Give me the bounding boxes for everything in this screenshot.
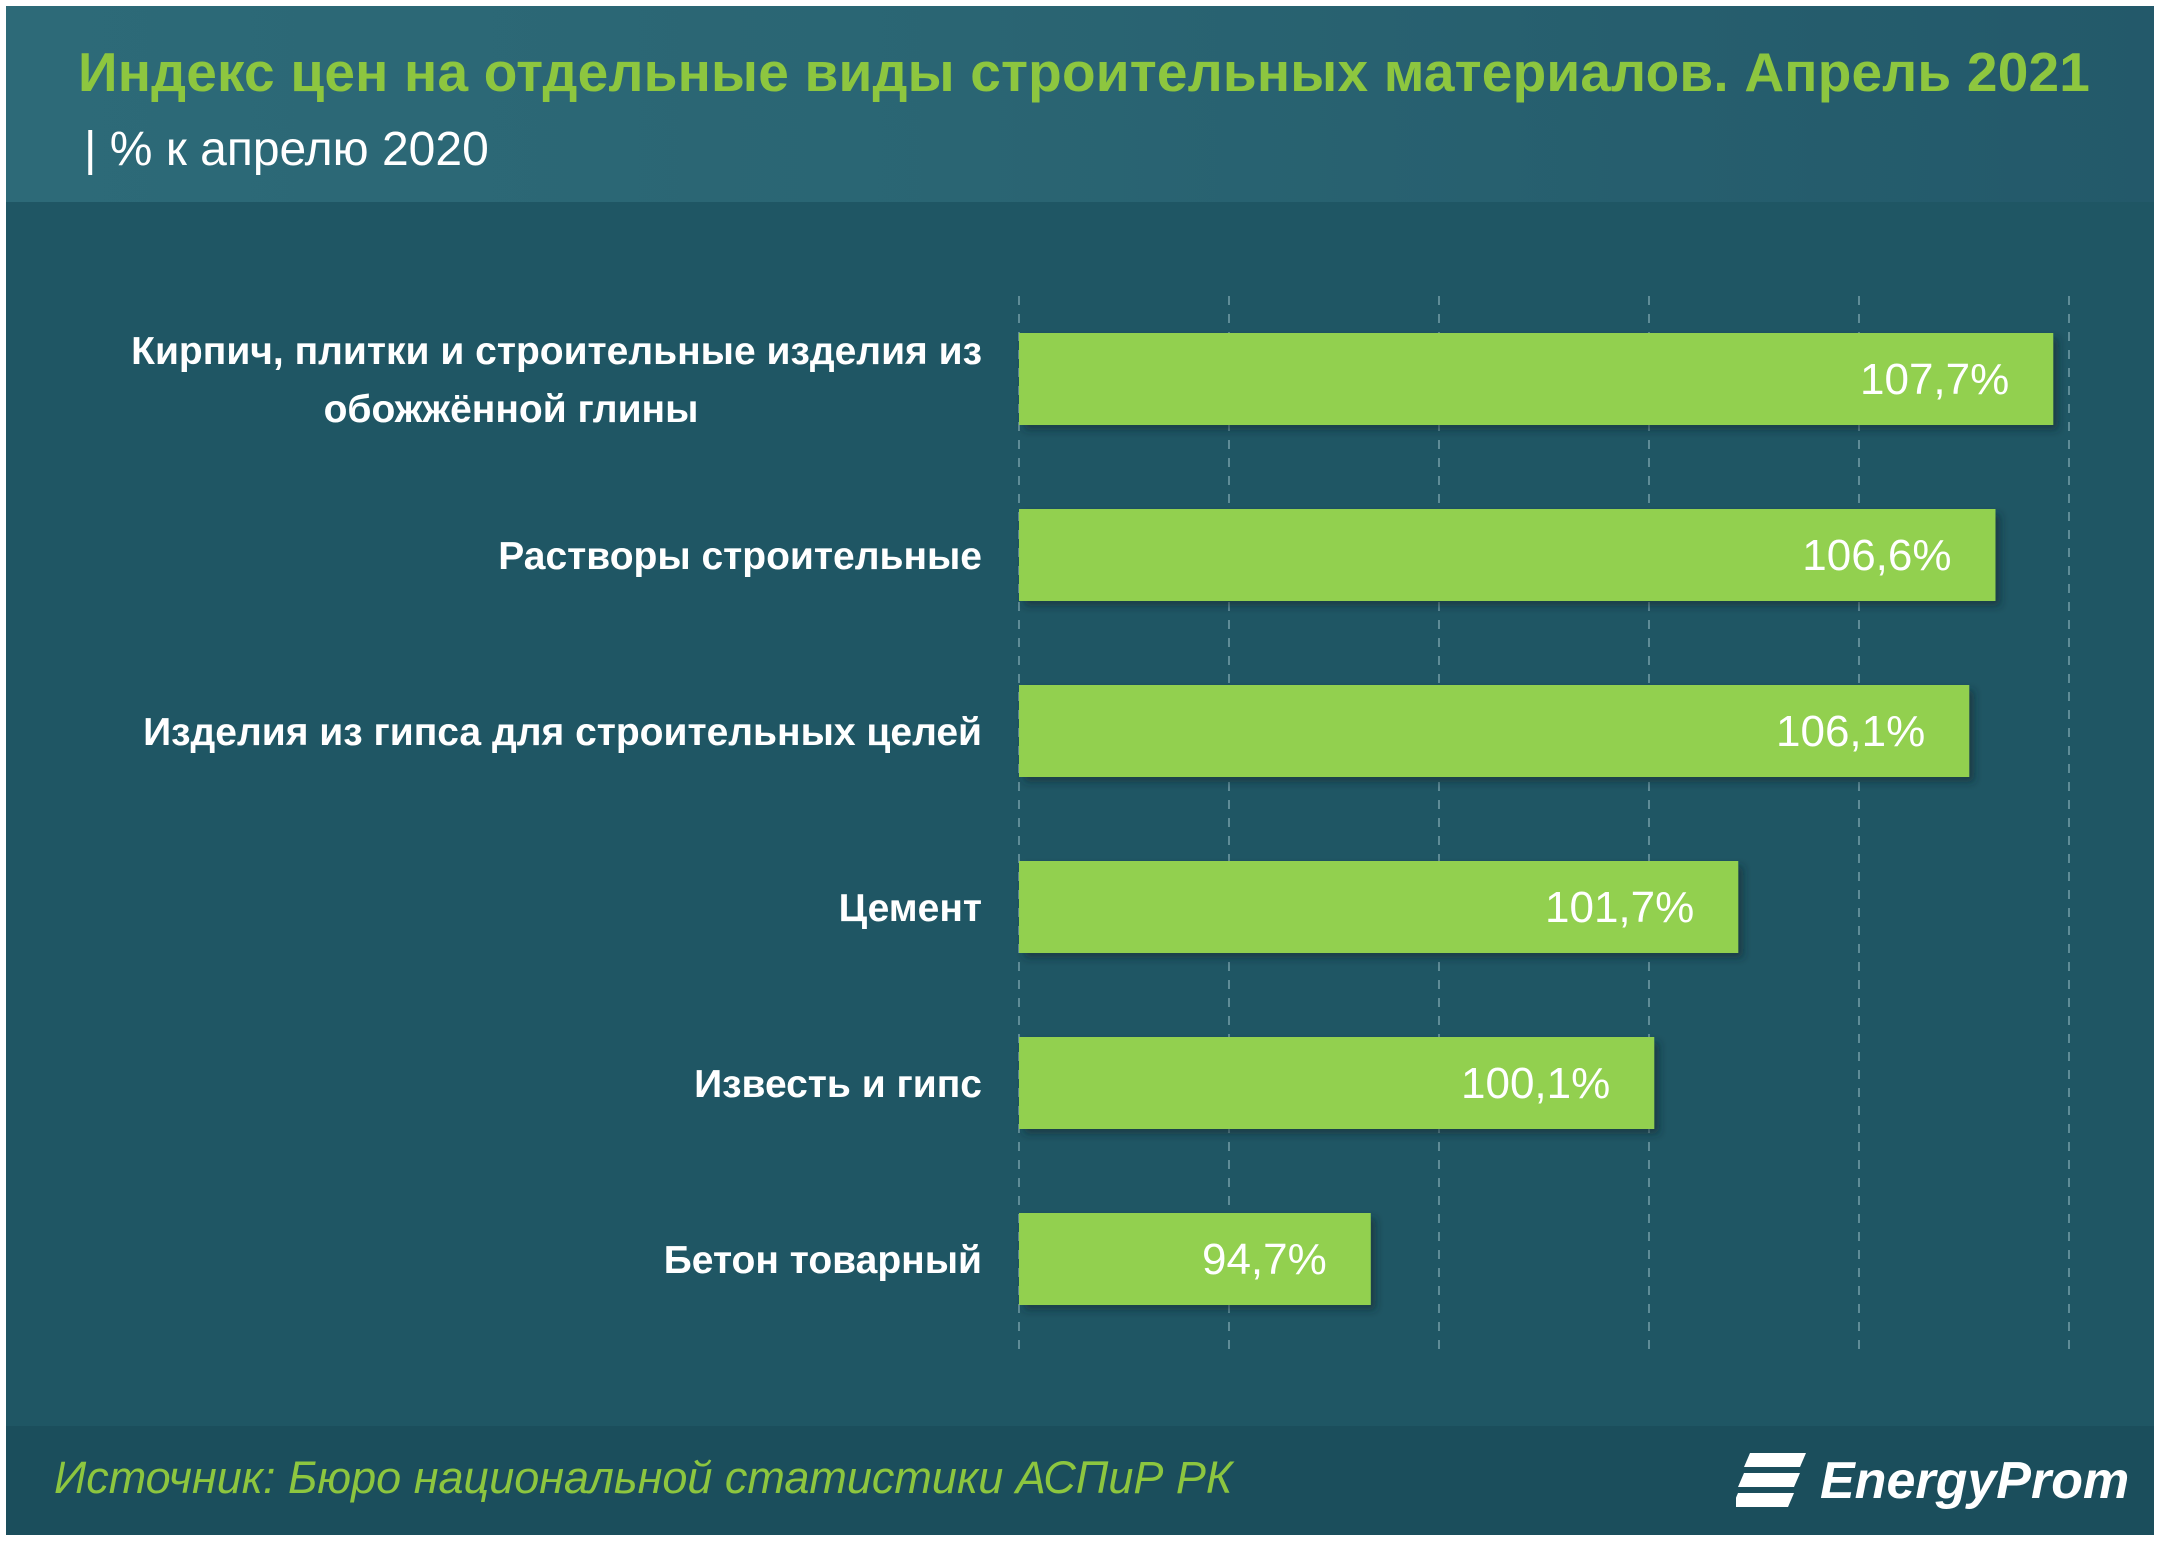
chart-title: Индекс цен на отдельные виды строительны… <box>78 41 2091 103</box>
bar <box>1019 1037 1655 1129</box>
bar <box>1019 861 1739 953</box>
footer-band: Источник: Бюро национальной статистики А… <box>6 1426 2154 1535</box>
value-label: 106,1% <box>1776 707 1925 756</box>
bar <box>1019 509 1996 601</box>
bar-chart: 107,7% Кирпич, плитки и строительные изде… <box>131 296 2070 1351</box>
gridlines <box>1018 296 2070 1351</box>
category-label: Цемент <box>839 887 982 930</box>
category-label: Известь и гипс <box>694 1063 982 1106</box>
category-label: Изделия из гипса для строительных целей <box>143 711 982 754</box>
logo-text: EnergyProm <box>1820 1452 2130 1510</box>
header-band: Индекс цен на отдельные виды строительны… <box>6 6 2154 202</box>
bar <box>1019 685 1970 777</box>
bars <box>1019 333 2054 1305</box>
value-label: 106,6% <box>1802 531 1951 580</box>
category-label: Кирпич, плитки и строительные изделия из <box>131 330 982 373</box>
energyprom-logo-icon <box>1736 1453 1806 1507</box>
chart-subtitle: | % к апрелю 2020 <box>84 123 489 176</box>
value-label: 94,7% <box>1202 1235 1327 1284</box>
labels: 107,7% Кирпич, плитки и строительные изде… <box>131 330 2009 1284</box>
category-label: Бетон товарный <box>664 1239 982 1282</box>
energyprom-logo: EnergyProm <box>1736 1446 2129 1516</box>
category-label: обожжённой глины <box>324 388 699 431</box>
bar <box>1019 1213 1371 1305</box>
source-note: Источник: Бюро национальной статистики А… <box>54 1452 1233 1503</box>
bar <box>1019 333 2054 425</box>
infographic-card: Индекс цен на отдельные виды строительны… <box>6 6 2154 1535</box>
value-label: 101,7% <box>1545 883 1694 932</box>
value-label: 100,1% <box>1461 1059 1610 1108</box>
value-label: 107,7% <box>1860 355 2009 404</box>
category-label: Растворы строительные <box>498 535 982 578</box>
